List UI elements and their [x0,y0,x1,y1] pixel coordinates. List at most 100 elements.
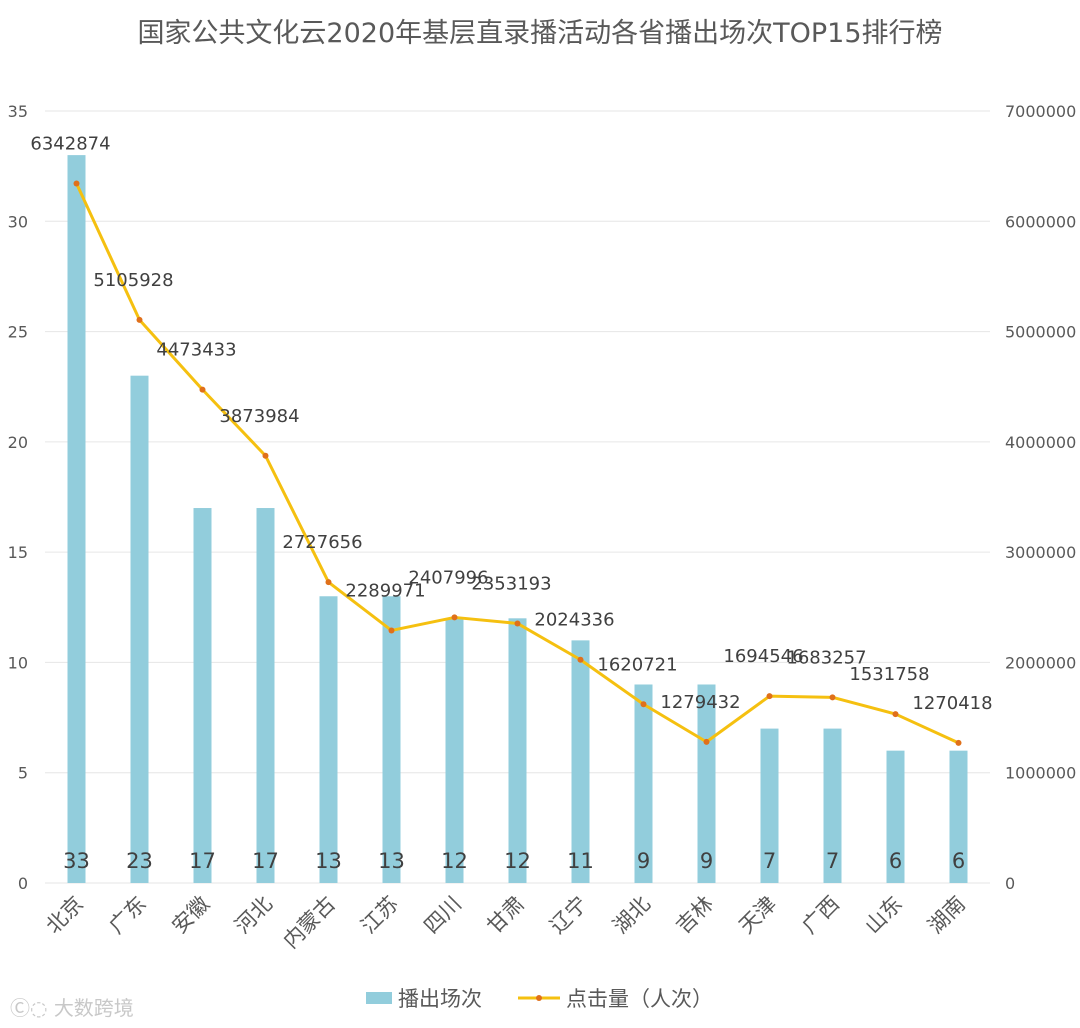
bar [67,155,86,884]
right-tick-label: 7000000 [1005,102,1076,121]
right-tick-label: 3000000 [1005,543,1076,562]
legend: 播出场次 点击量（人次） [366,987,713,1011]
bar [130,375,149,883]
line-point [577,656,584,663]
line-value-label: 3873984 [219,406,299,427]
bar-value-label: 17 [252,849,279,873]
category-label: 北京 [41,892,88,939]
left-tick-label: 0 [18,874,28,893]
category-label: 河北 [230,892,277,939]
line-point [766,693,773,700]
right-tick-label: 2000000 [1005,653,1076,672]
line-value-label: 2727656 [282,532,362,553]
category-label: 吉林 [671,892,718,939]
bar [886,750,905,883]
category-label: 四川 [419,892,466,939]
line-value-label: 1683257 [786,647,866,668]
watermark-icon: Ⓒ◌ [10,996,48,1020]
right-tick-label: 4000000 [1005,433,1076,452]
line-value-label: 2289971 [345,580,425,601]
bar-value-label: 6 [889,849,902,873]
chart-title: 国家公共文化云2020年基层直录播活动各省播出场次TOP15排行榜 [137,18,942,49]
line-value-label: 1270418 [912,693,992,714]
bar [193,508,212,883]
line-point [829,694,836,701]
bar [256,508,275,883]
line-value-label: 6342874 [30,133,110,154]
legend-line-marker [536,995,542,1001]
line-value-label: 2353193 [471,573,551,594]
line-point [892,711,899,718]
bar-value-label: 12 [441,849,468,873]
bar [949,750,968,883]
line-point [325,579,332,586]
legend-bar-swatch [366,992,392,1004]
category-label: 广西 [797,892,844,939]
bar-value-label: 33 [63,849,90,873]
left-tick-label: 20 [8,433,28,452]
left-axis: 0 5 10 15 20 25 30 35 [8,102,28,893]
bar-value-label: 13 [315,849,342,873]
right-tick-label: 0 [1005,874,1015,893]
bar [571,640,590,883]
bar [760,728,779,883]
category-label: 甘肃 [482,892,529,939]
bar [823,728,842,883]
line-point [703,738,710,745]
left-tick-label: 10 [8,653,28,672]
bar-value-label: 12 [504,849,531,873]
line-point [514,620,521,627]
bar-value-label: 9 [637,849,650,873]
line-value-label: 4473433 [156,340,236,361]
category-label: 安徽 [167,892,214,939]
bar-value-label: 7 [763,849,776,873]
line-value-label: 2407996 [408,567,488,588]
bar-value-label: 11 [567,849,594,873]
bar [508,618,527,883]
line-point [262,452,269,459]
line-value-label: 1531758 [849,664,929,685]
category-label: 广东 [104,892,151,939]
bar-value-label: 7 [826,849,839,873]
category-label: 湖南 [923,892,970,939]
bar-value-label: 23 [126,849,153,873]
left-tick-label: 15 [8,543,28,562]
legend-bar-label: 播出场次 [398,987,482,1011]
category-label: 内蒙古 [279,892,341,954]
right-tick-label: 5000000 [1005,323,1076,342]
line-point [451,614,458,621]
line-point [199,386,206,393]
bar-value-label: 13 [378,849,405,873]
line-value-label: 1279432 [660,692,740,713]
line-point [136,316,143,323]
bar-series: 33 23 17 17 13 13 12 12 11 9 9 7 7 6 6 [63,155,968,884]
line-point [955,739,962,746]
right-tick-label: 1000000 [1005,764,1076,783]
watermark: Ⓒ◌ 大数跨境 [10,992,134,1021]
right-tick-label: 6000000 [1005,212,1076,231]
legend-line-label: 点击量（人次） [566,987,713,1011]
bar [697,684,716,883]
left-tick-label: 5 [18,764,28,783]
bar [445,618,464,883]
category-axis: 北京 广东 安徽 河北 内蒙古 江苏 四川 甘肃 辽宁 湖北 吉林 天津 广西 山东 湖南 [41,892,970,954]
bar-value-label: 6 [952,849,965,873]
category-label: 辽宁 [545,892,592,939]
line-series: 6342874 5105928 4473433 3873984 2727656 22899… [30,133,993,746]
category-label: 天津 [734,892,781,939]
watermark-text: 大数跨境 [53,996,134,1020]
bar-value-label: 9 [700,849,713,873]
line-point [640,701,647,708]
bar [382,596,401,883]
left-tick-label: 25 [8,323,28,342]
bar-value-label: 17 [189,849,216,873]
category-label: 江苏 [356,892,403,939]
left-tick-label: 35 [8,102,28,121]
line-value-label: 5105928 [93,270,173,291]
left-tick-label: 30 [8,212,28,231]
bar [319,596,338,883]
line-value-label: 2024336 [534,610,614,631]
category-label: 湖北 [608,892,655,939]
line-point [73,180,80,187]
